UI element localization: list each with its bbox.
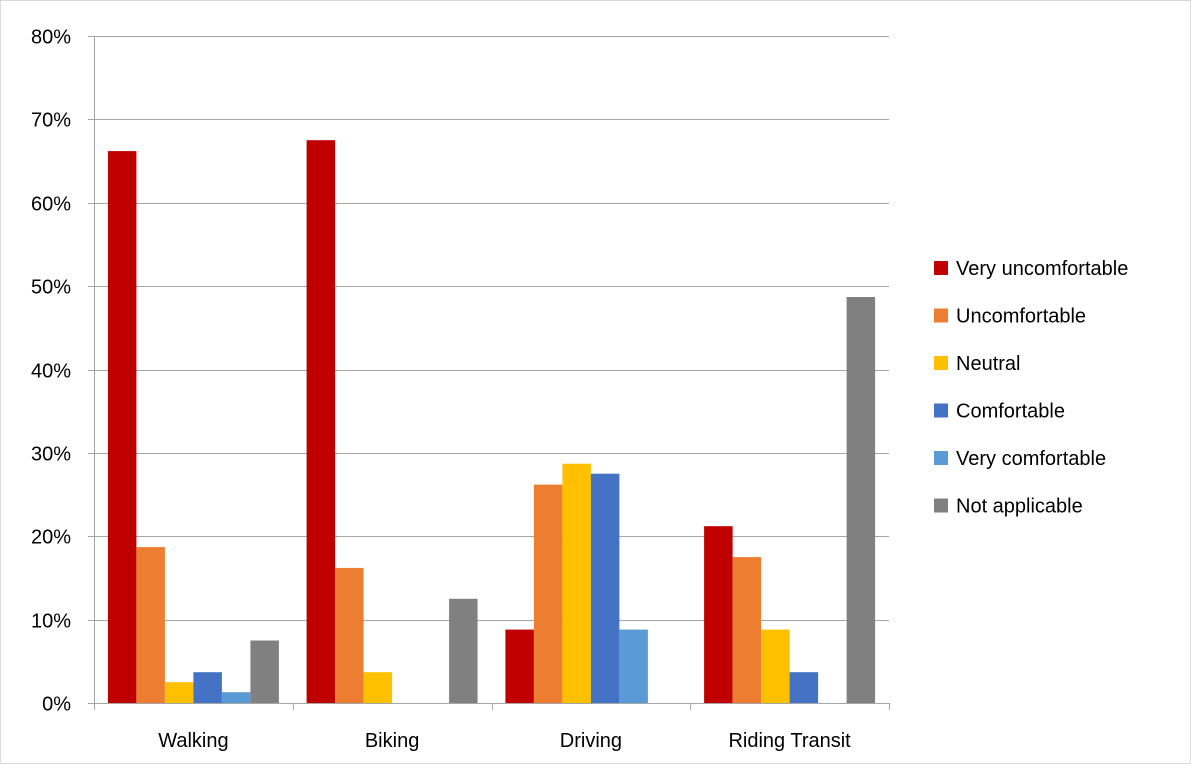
x-tick-label: Biking [365, 730, 419, 752]
bar [732, 557, 762, 703]
bar [193, 672, 222, 703]
legend-label: Very uncomfortable [956, 258, 1128, 280]
x-tick-label: Walking [158, 730, 228, 752]
legend-label: Comfortable [956, 401, 1065, 423]
bar [164, 682, 194, 703]
axes [88, 36, 890, 710]
y-tick-label: 0% [42, 694, 71, 716]
legend-item: Not applicable [934, 496, 1083, 518]
legend-swatch [934, 356, 948, 370]
x-axis-tick-labels: Walking Biking Driving Riding Transit [158, 730, 851, 752]
bar [250, 640, 279, 703]
y-tick-label: 50% [31, 277, 71, 299]
legend-label: Very comfortable [956, 448, 1106, 470]
y-tick-label: 20% [31, 527, 71, 549]
legend-swatch [934, 308, 948, 323]
y-tick-label: 80% [31, 27, 71, 49]
legend-label: Uncomfortable [956, 306, 1086, 328]
legend-item: Very uncomfortable [934, 258, 1128, 280]
bar [789, 672, 819, 703]
bar [221, 692, 251, 703]
bar [363, 672, 393, 703]
bar [505, 629, 534, 703]
bar [590, 473, 620, 703]
x-tick-label: Riding Transit [728, 730, 851, 752]
legend-item: Uncomfortable [934, 306, 1086, 328]
bar [619, 629, 648, 703]
legend-swatch [934, 403, 948, 418]
legend-item: Neutral [934, 353, 1020, 375]
legend: Very uncomfortable Uncomfortable Neutral Co… [934, 258, 1128, 518]
bar [704, 526, 733, 703]
bar [846, 297, 876, 703]
legend-item: Very comfortable [934, 448, 1106, 470]
bars [107, 140, 876, 704]
bar [761, 629, 790, 703]
legend-label: Not applicable [956, 496, 1083, 518]
legend-label: Neutral [956, 353, 1020, 375]
bar [107, 151, 137, 704]
legend-item: Comfortable [934, 401, 1065, 423]
y-tick-label: 70% [31, 110, 71, 132]
gridlines [94, 36, 889, 621]
y-tick-label: 60% [31, 194, 71, 216]
bar [306, 140, 336, 703]
y-tick-label: 40% [31, 361, 71, 383]
legend-swatch [934, 498, 948, 513]
bar [533, 484, 563, 703]
y-tick-label: 30% [31, 444, 71, 466]
bar [335, 567, 364, 703]
y-axis-tick-labels: 0% 10% 20% 30% 40% 50% 60% 70% 80% [31, 27, 71, 716]
bar [449, 598, 478, 703]
y-tick-label: 10% [31, 611, 71, 633]
x-tick-label: Driving [560, 730, 622, 752]
bar [562, 463, 591, 703]
bar [136, 547, 165, 703]
legend-swatch [934, 451, 948, 465]
legend-swatch [934, 261, 948, 275]
